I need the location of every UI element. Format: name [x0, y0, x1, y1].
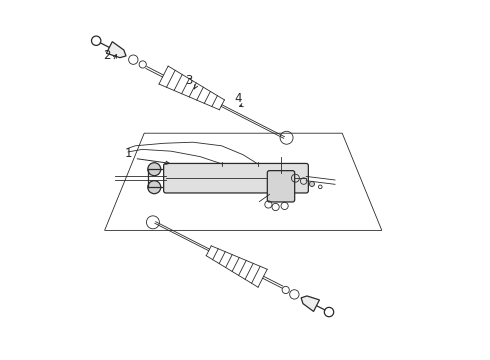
Circle shape [148, 181, 161, 194]
Text: 2: 2 [102, 49, 110, 62]
Text: 4: 4 [234, 93, 242, 105]
FancyBboxPatch shape [164, 163, 308, 193]
Circle shape [148, 163, 161, 176]
FancyBboxPatch shape [268, 171, 294, 202]
Text: 3: 3 [186, 75, 193, 87]
Text: 1: 1 [124, 147, 132, 159]
Polygon shape [301, 296, 319, 311]
Polygon shape [106, 42, 126, 58]
Circle shape [310, 181, 315, 186]
